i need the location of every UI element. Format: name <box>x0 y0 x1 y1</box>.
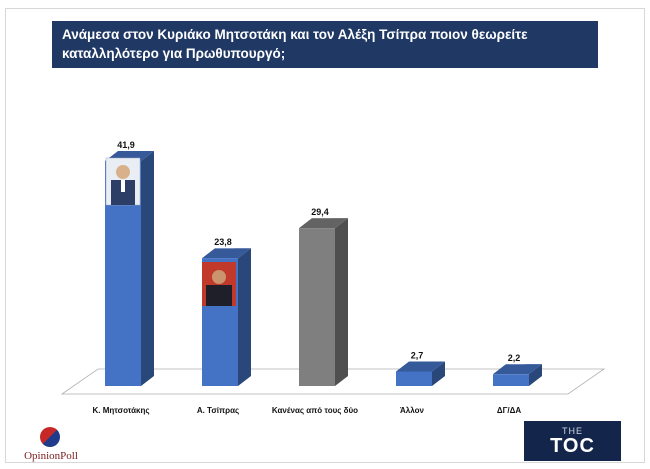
bar-side <box>529 364 542 386</box>
thetoc-logo-toc: TOC <box>550 435 595 457</box>
bar-top <box>202 248 251 259</box>
bar-front <box>396 371 432 386</box>
category-label: Κ. Μητσοτάκης <box>92 406 149 415</box>
data-label: 2,2 <box>503 352 525 365</box>
photo-mitsotakis <box>105 157 141 206</box>
data-label-text: 41,9 <box>117 140 135 150</box>
bar-top <box>493 364 542 375</box>
bar <box>493 364 542 386</box>
category-label: Άλλον <box>400 406 424 415</box>
category-label: Κανένας από τους δύο <box>272 406 358 415</box>
data-label: 29,4 <box>309 206 331 219</box>
bar-side <box>432 361 445 386</box>
data-label-text: 29,4 <box>311 207 329 217</box>
data-label-text: 2,7 <box>411 351 424 361</box>
bar-side <box>141 150 154 386</box>
opinionpoll-logo-text: OpinionPoll <box>24 450 78 462</box>
data-label-box <box>115 138 137 151</box>
data-label: 2,7 <box>406 349 428 362</box>
bar <box>299 218 348 386</box>
opinionpoll-logo: OpinionPoll <box>18 425 84 463</box>
bar <box>396 361 445 386</box>
data-label: 23,8 <box>212 236 234 249</box>
bar-top <box>299 218 348 229</box>
chart-title: Ανάμεσα στον Κυριάκο Μητσοτάκη και τον Α… <box>52 21 598 68</box>
bar-side <box>335 218 348 386</box>
thetoc-logo: THE TOC <box>524 421 621 461</box>
data-label-box <box>503 352 525 365</box>
category-label: ΔΓ/ΔΑ <box>497 406 522 415</box>
data-label: 41,9 <box>115 138 137 151</box>
thetoc-logo-the: THE <box>562 426 583 436</box>
slide-frame <box>5 8 645 463</box>
data-label-text: 23,8 <box>214 237 232 247</box>
bar-top <box>396 361 445 372</box>
opinionpoll-logo-mark <box>40 427 60 447</box>
photo-tsipras <box>202 262 236 306</box>
category-label: Α. Τσίπρας <box>197 406 239 415</box>
data-label-box <box>309 206 331 219</box>
bar-front <box>299 228 335 386</box>
data-label-box <box>212 236 234 249</box>
data-label-box <box>406 349 428 362</box>
bar-front <box>493 374 529 386</box>
bar-side <box>238 248 251 386</box>
data-label-text: 2,2 <box>508 353 521 363</box>
